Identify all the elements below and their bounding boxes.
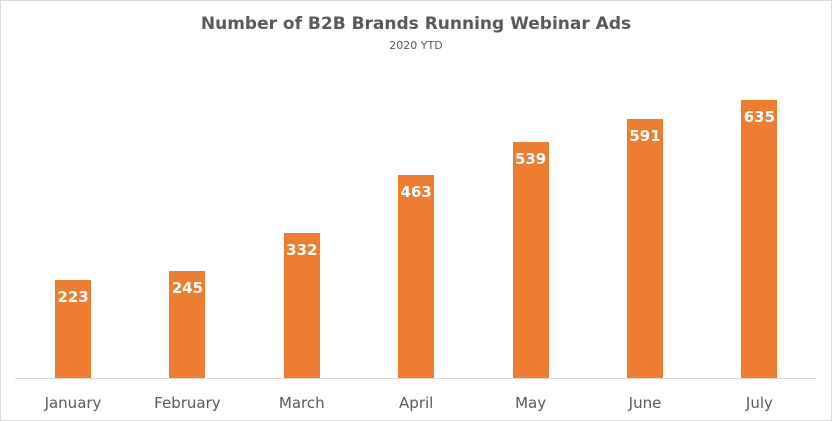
x-axis-line	[15, 378, 816, 379]
data-label: 591	[629, 127, 661, 146]
bar-may: 539	[512, 142, 549, 378]
data-label: 245	[171, 278, 204, 297]
x-tick-label: March	[278, 394, 325, 412]
chart-title: Number of B2B Brands Running Webinar Ads	[200, 14, 632, 34]
bar-june: 591	[627, 119, 663, 378]
x-tick-label: April	[399, 394, 434, 412]
x-tick-label: May	[515, 394, 547, 412]
x-tick-label: January	[44, 394, 102, 412]
data-label: 463	[400, 183, 432, 202]
bar-march: 332	[283, 232, 320, 378]
x-tick-label: February	[154, 394, 221, 412]
data-label: 332	[286, 240, 318, 259]
bar-april: 463	[398, 175, 435, 378]
x-tick-label: June	[628, 394, 662, 412]
data-label: 539	[514, 150, 547, 169]
x-tick-label: July	[745, 394, 773, 412]
data-label: 635	[743, 108, 776, 126]
plot-area: 223 245 332 463 539 591 635	[15, 61, 816, 378]
bar-july: 635	[741, 100, 778, 378]
bar-february: 245	[169, 270, 206, 378]
chart-subtitle: 2020 YTD	[389, 39, 443, 52]
bar-january: 223	[55, 280, 91, 378]
data-label: 223	[57, 288, 89, 307]
